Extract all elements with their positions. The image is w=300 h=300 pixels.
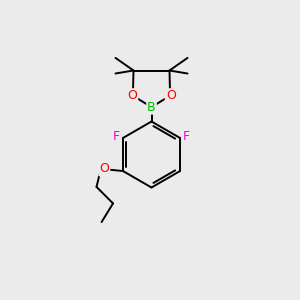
Text: F: F xyxy=(183,130,190,143)
Text: O: O xyxy=(166,89,175,102)
Text: O: O xyxy=(99,162,109,176)
Text: B: B xyxy=(147,100,156,114)
Text: F: F xyxy=(113,130,120,143)
Text: O: O xyxy=(128,89,137,102)
